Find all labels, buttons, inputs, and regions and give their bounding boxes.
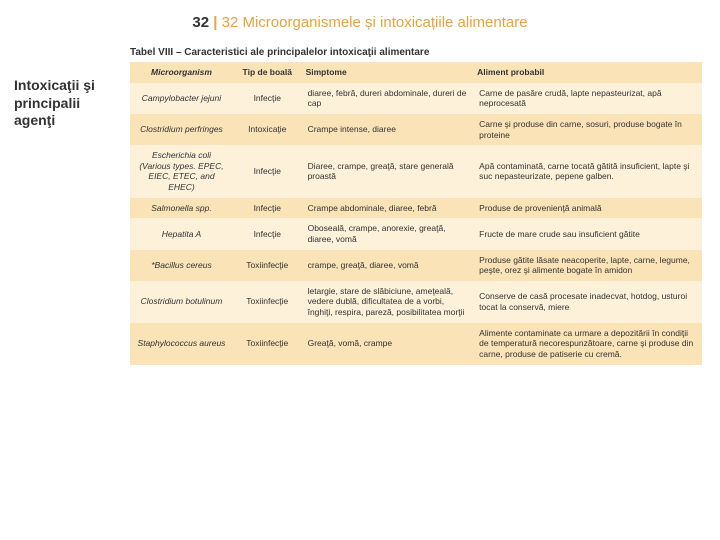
col-food: Aliment probabil: [473, 62, 702, 83]
cell-food: Carne şi produse din carne, sosuri, prod…: [473, 114, 702, 145]
sidebar-heading: Intoxicaţii şi principalii agenţi: [14, 77, 122, 130]
cell-symptoms: Greaţă, vomă, crampe: [302, 323, 474, 365]
table-row: Campylobacter jejuni Infecţie diaree, fe…: [130, 83, 702, 114]
cell-symptoms: Diaree, crampe, greaţă, stare generală p…: [302, 145, 474, 198]
cell-symptoms: Crampe intense, diaree: [302, 114, 474, 145]
cell-microorganism: Salmonella spp.: [130, 198, 233, 219]
table-row: Salmonella spp. Infecţie Crampe abdomina…: [130, 198, 702, 219]
sidebar: Intoxicaţii şi principalii agenţi: [0, 41, 130, 365]
table-row: Staphylococcus aureus Toxiinfecţie Greaţ…: [130, 323, 702, 365]
cell-disease-type: Infecţie: [233, 218, 302, 249]
page-number: 32: [192, 14, 209, 31]
cell-food: Produse gătite lăsate neacoperite, lapte…: [473, 250, 702, 281]
cell-food: Alimente contaminate ca urmare a depozit…: [473, 323, 702, 365]
table-row: Escherichia coli (Various types. EPEC, E…: [130, 145, 702, 198]
cell-food: Carne de pasăre crudă, lapte nepasteuriz…: [473, 83, 702, 114]
cell-symptoms: Crampe abdominale, diaree, febră: [302, 198, 474, 219]
chapter-title: 32 Microorganismele și intoxicațiile ali…: [222, 14, 528, 31]
page-header: 32 | 32 Microorganismele și intoxicațiil…: [0, 0, 720, 41]
table-row: *Bacillus cereus Toxiinfecţie crampe, gr…: [130, 250, 702, 281]
cell-food: Apă contaminată, carne tocată gătită ins…: [473, 145, 702, 198]
cell-disease-type: Toxiinfecţie: [233, 323, 302, 365]
col-microorganism: Microorganism: [130, 62, 233, 83]
cell-microorganism: Campylobacter jejuni: [130, 83, 233, 114]
table-caption: Tabel VIII – Caracteristici ale principa…: [130, 41, 702, 62]
cell-microorganism: Escherichia coli (Various types. EPEC, E…: [130, 145, 233, 198]
cell-microorganism: *Bacillus cereus: [130, 250, 233, 281]
table-row: Hepatita A Infecţie Oboseală, crampe, an…: [130, 218, 702, 249]
cell-disease-type: Toxiinfecţie: [233, 281, 302, 323]
header-pipe: |: [209, 14, 222, 31]
cell-symptoms: crampe, greaţă, diaree, vomă: [302, 250, 474, 281]
table-body: Campylobacter jejuni Infecţie diaree, fe…: [130, 83, 702, 365]
cell-food: Fructe de mare crude sau insuficient găt…: [473, 218, 702, 249]
cell-microorganism: Hepatita A: [130, 218, 233, 249]
cell-food: Produse de provenienţă animală: [473, 198, 702, 219]
cell-disease-type: Infecţie: [233, 83, 302, 114]
cell-microorganism: Staphylococcus aureus: [130, 323, 233, 365]
cell-microorganism: Clostridium perfringes: [130, 114, 233, 145]
table-row: Clostridium botulinum Toxiinfecţie letar…: [130, 281, 702, 323]
cell-disease-type: Toxiinfecţie: [233, 250, 302, 281]
table-header-row: Microorganism Tip de boală Simptome Alim…: [130, 62, 702, 83]
cell-disease-type: Infecţie: [233, 198, 302, 219]
cell-food: Conserve de casă procesate inadecvat, ho…: [473, 281, 702, 323]
col-disease-type: Tip de boală: [233, 62, 302, 83]
content-area: Tabel VIII – Caracteristici ale principa…: [130, 41, 720, 365]
intoxication-table: Microorganism Tip de boală Simptome Alim…: [130, 62, 702, 365]
cell-disease-type: Intoxicaţie: [233, 114, 302, 145]
cell-disease-type: Infecţie: [233, 145, 302, 198]
col-symptoms: Simptome: [302, 62, 474, 83]
cell-symptoms: Oboseală, crampe, anorexie, greaţă, diar…: [302, 218, 474, 249]
main-layout: Intoxicaţii şi principalii agenţi Tabel …: [0, 41, 720, 365]
cell-microorganism: Clostridium botulinum: [130, 281, 233, 323]
cell-symptoms: letargie, stare de slăbiciune, ameţeală,…: [302, 281, 474, 323]
table-row: Clostridium perfringes Intoxicaţie Cramp…: [130, 114, 702, 145]
cell-symptoms: diaree, febră, dureri abdominale, dureri…: [302, 83, 474, 114]
